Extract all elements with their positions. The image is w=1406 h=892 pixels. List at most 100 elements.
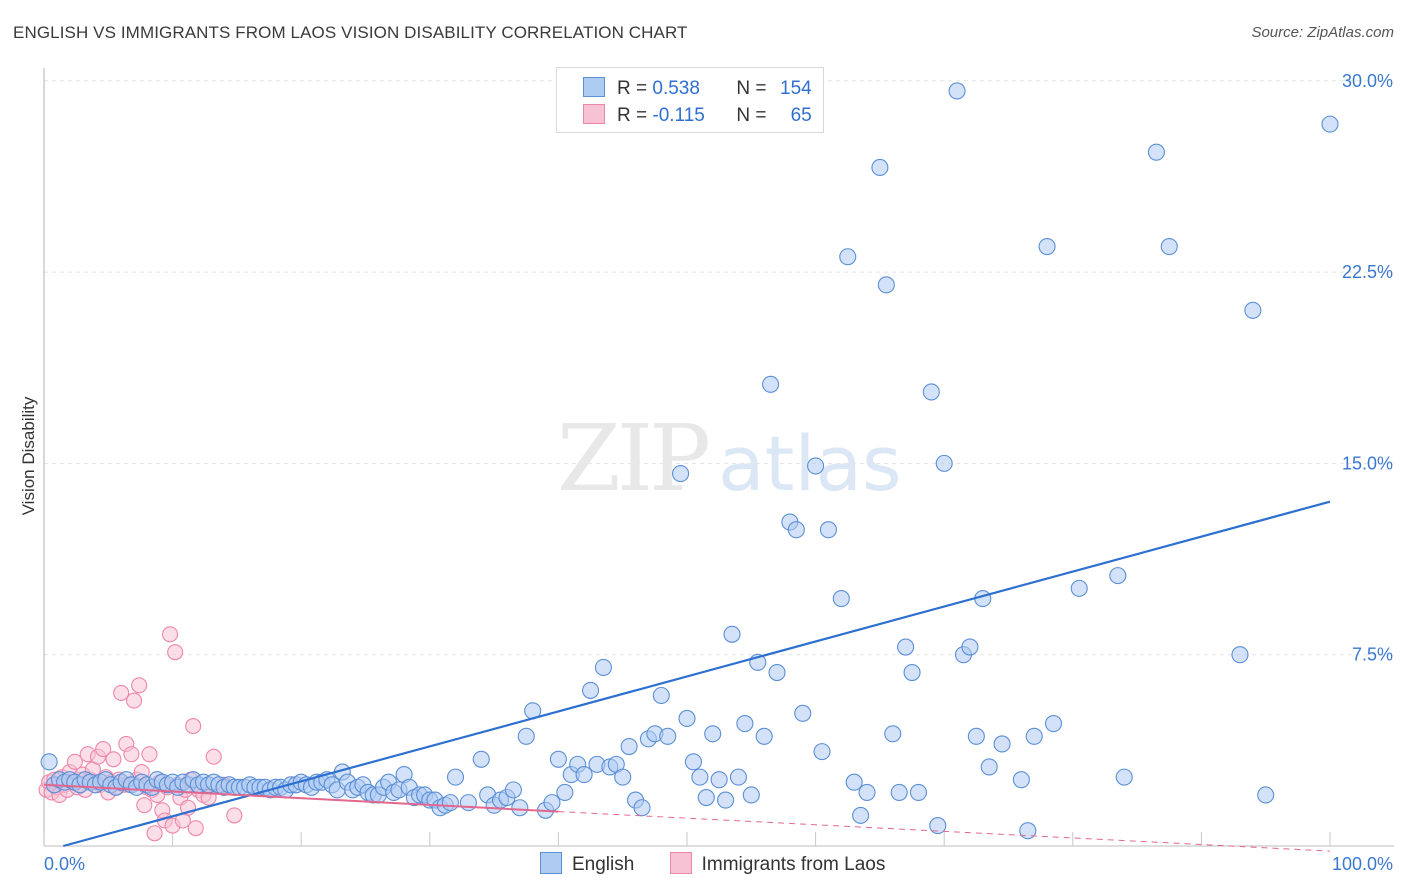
legend-row-laos: R = -0.115 N = 65: [583, 104, 812, 128]
data-point-english: [659, 727, 677, 745]
data-point-english: [446, 768, 465, 786]
data-point-english: [852, 806, 870, 824]
data-point-english: [884, 725, 902, 743]
data-point-english: [594, 658, 612, 676]
data-point-english: [1019, 822, 1037, 840]
data-point-english: [839, 248, 857, 266]
data-point-english: [511, 799, 529, 817]
legend-item-english[interactable]: English: [540, 852, 634, 876]
data-point-english: [813, 743, 831, 761]
data-point-english: [717, 791, 735, 809]
x-tick-label-max: 100.0%: [1332, 854, 1393, 874]
data-point-english: [441, 794, 459, 812]
legend-item-laos[interactable]: Immigrants from Laos: [669, 852, 886, 876]
data-point-english: [672, 465, 690, 483]
data-point-english: [1160, 238, 1178, 256]
data-point-english: [710, 771, 728, 789]
data-point-laos: [136, 797, 153, 814]
y-tick-label: 22.5%: [1342, 262, 1393, 282]
legend-n-label: N =: [736, 78, 772, 99]
english-swatch-icon: [583, 77, 605, 97]
data-point-english: [819, 521, 838, 539]
legend-r-value: -0.115: [652, 105, 705, 126]
data-point-english: [684, 753, 702, 771]
data-point-english: [903, 663, 921, 682]
data-point-english: [459, 794, 477, 812]
data-point-english: [845, 773, 863, 791]
data-point-english: [1109, 567, 1127, 585]
data-point-english: [549, 750, 567, 768]
x-tick-label-min: 0.0%: [44, 854, 85, 874]
data-point-english: [807, 457, 825, 475]
data-point-english: [890, 783, 908, 801]
data-point-english: [1070, 579, 1088, 597]
legend-n-label: N =: [736, 105, 772, 126]
data-point-english: [877, 276, 895, 294]
data-point-laos: [105, 751, 122, 768]
legend-row-english: R = 0.538 N = 154: [583, 77, 812, 101]
data-point-english: [871, 158, 889, 177]
data-point-english: [704, 725, 722, 743]
series-laos-points: [38, 626, 243, 842]
data-point-english: [652, 686, 670, 705]
data-point-english: [678, 709, 696, 728]
data-point-laos: [187, 820, 204, 837]
data-point-english: [768, 663, 786, 682]
data-point-english: [1321, 115, 1339, 133]
data-point-english: [1231, 646, 1249, 664]
data-point-english: [620, 737, 638, 756]
legend-n-value: 65: [790, 105, 812, 126]
data-point-english: [697, 788, 715, 807]
data-point-english: [691, 768, 709, 786]
legend-r-label: R =: [617, 78, 653, 99]
data-point-laos: [161, 626, 179, 643]
data-point-laos: [146, 825, 163, 842]
data-point-english: [504, 781, 522, 799]
data-point-english: [967, 727, 985, 745]
data-point-laos: [113, 684, 130, 702]
data-point-english: [1147, 143, 1165, 161]
data-point-english: [472, 750, 490, 768]
watermark-zip: ZIP: [557, 405, 708, 512]
data-point-english: [1115, 768, 1133, 786]
data-point-english: [993, 735, 1011, 753]
data-point-english: [755, 727, 773, 745]
data-point-english: [762, 375, 780, 393]
legend-r-label: R =: [617, 105, 653, 126]
data-point-english: [787, 521, 805, 539]
english-legend-icon: [540, 852, 562, 874]
y-tick-label: 7.5%: [1352, 645, 1393, 665]
data-point-english: [980, 758, 998, 776]
data-point-english: [961, 638, 979, 656]
data-point-laos: [167, 644, 184, 661]
x-axis-ticks: [43, 832, 1331, 846]
trend-line-laos: [43, 783, 559, 813]
data-point-english: [858, 783, 876, 801]
trend-lines: [43, 500, 1331, 852]
data-point-english: [1025, 727, 1043, 745]
data-point-laos: [185, 718, 202, 735]
data-point-laos: [95, 741, 112, 758]
laos-legend-icon: [669, 852, 692, 874]
data-point-english: [633, 799, 651, 817]
trend-line-english: [63, 500, 1331, 848]
data-point-english: [909, 783, 928, 801]
data-point-english: [948, 82, 966, 100]
data-point-laos: [226, 807, 243, 824]
data-point-laos: [125, 692, 143, 709]
legend-label-laos: Immigrants from Laos: [701, 854, 886, 875]
data-point-english: [40, 753, 58, 771]
legend-r-value: 0.538: [652, 78, 700, 99]
stats-legend: R = 0.538 N = 154 R = -0.115 N = 65: [556, 67, 824, 133]
data-point-laos: [66, 753, 83, 770]
y-tick-label: 30.0%: [1342, 71, 1393, 91]
legend-n-value: 154: [780, 78, 812, 99]
y-tick-label: 15.0%: [1342, 453, 1393, 473]
data-point-english: [575, 766, 593, 784]
source-label: Source: ZipAtlas.com: [1251, 24, 1394, 41]
data-point-english: [742, 786, 760, 804]
data-point-english: [614, 768, 632, 786]
data-point-laos: [123, 746, 140, 763]
data-point-english: [1038, 238, 1056, 256]
